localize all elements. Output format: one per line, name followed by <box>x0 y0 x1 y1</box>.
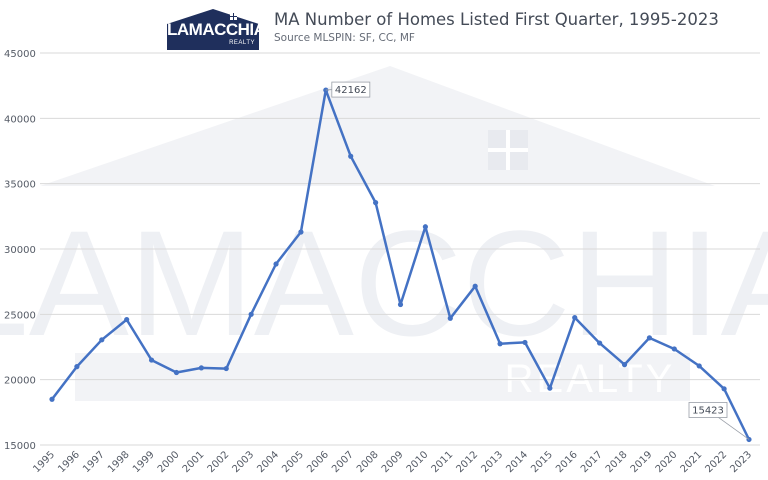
watermark: LAMACCHIA REALTY <box>0 66 768 401</box>
data-point <box>49 396 55 402</box>
data-labels: 42162 15423 <box>325 81 750 440</box>
y-tick-label: 25000 <box>4 310 36 321</box>
data-point <box>223 365 229 372</box>
x-tick-label: 2013 <box>479 449 505 475</box>
x-tick-label: 2000 <box>156 449 182 475</box>
x-tick-label: 2015 <box>529 449 555 475</box>
data-point <box>348 153 354 159</box>
x-tick-label: 2014 <box>504 449 530 475</box>
logo-subtext: REALTY <box>229 40 255 46</box>
x-tick-label: 2023 <box>728 449 754 475</box>
x-tick-label: 1997 <box>81 449 107 475</box>
x-tick-label: 2004 <box>255 449 281 475</box>
x-tick-label: 2021 <box>679 449 705 475</box>
data-point <box>447 315 453 321</box>
data-point <box>696 363 702 369</box>
y-tick-label: 15000 <box>4 441 36 452</box>
watermark-subtext: REALTY <box>505 357 676 401</box>
data-point <box>422 224 428 230</box>
x-tick-label: 1999 <box>131 449 157 475</box>
y-tick-label: 35000 <box>4 180 36 191</box>
data-point <box>621 362 628 368</box>
data-label: 42162 <box>335 85 367 96</box>
data-point <box>572 315 578 321</box>
x-tick-label: 2006 <box>305 449 331 475</box>
logo-text: LAMACCHIA <box>167 20 266 39</box>
x-tick-label: 2019 <box>629 449 655 475</box>
gridlines <box>40 52 760 446</box>
x-tick-label: 2016 <box>554 449 580 475</box>
x-tick-label: 2011 <box>430 449 456 475</box>
x-tick-label: 2008 <box>355 449 381 475</box>
data-point <box>497 341 503 347</box>
data-point <box>148 357 155 363</box>
x-tick-label: 2010 <box>405 449 431 475</box>
chart-subtitle: Source MLSPIN: SF, CC, MF <box>274 32 415 44</box>
x-tick-label: 2018 <box>604 449 630 475</box>
y-tick-label: 20000 <box>4 376 36 387</box>
y-tick-label: 30000 <box>4 245 36 256</box>
y-axis: 15000 20000 25000 30000 35000 40000 45000 <box>4 49 36 452</box>
logo-roof-icon <box>167 8 259 24</box>
data-point <box>472 283 478 289</box>
x-tick-label: 2020 <box>654 449 680 475</box>
x-tick-label: 2003 <box>230 449 256 475</box>
y-tick-label: 40000 <box>4 114 36 125</box>
chart-title: MA Number of Homes Listed First Quarter,… <box>274 10 719 29</box>
x-tick-label: 2005 <box>280 449 306 475</box>
data-label-callout: 42162 <box>325 81 371 98</box>
data-point <box>373 200 379 206</box>
x-tick-label: 2009 <box>380 449 406 475</box>
y-tick-label: 45000 <box>4 49 36 60</box>
data-label-callout: 15423 <box>688 402 750 440</box>
data-label: 15423 <box>692 405 724 416</box>
x-tick-label: 1995 <box>31 449 57 475</box>
data-point <box>173 369 180 376</box>
data-point <box>671 346 677 352</box>
data-point <box>198 365 204 371</box>
x-tick-label: 2017 <box>579 449 605 475</box>
data-point <box>248 311 254 317</box>
data-point <box>721 386 727 392</box>
data-point <box>298 229 304 235</box>
data-point <box>397 301 404 308</box>
x-tick-label: 2001 <box>181 449 207 475</box>
data-point <box>597 340 603 346</box>
data-point <box>522 339 528 346</box>
watermark-text: LAMACCHIA <box>0 199 768 367</box>
x-axis: 1995 1996 1997 1998 1999 2000 2001 2002 2003 2004… <box>31 449 754 475</box>
data-point <box>273 261 279 267</box>
lamacchia-logo: LAMACCHIA REALTY <box>167 8 266 50</box>
data-point <box>646 335 653 341</box>
x-tick-label: 2002 <box>206 449 232 475</box>
data-point <box>74 364 80 370</box>
x-tick-label: 1996 <box>56 449 82 475</box>
x-tick-label: 2007 <box>330 449 356 475</box>
data-point <box>124 316 130 323</box>
x-tick-label: 1998 <box>106 449 132 475</box>
data-point <box>99 337 105 343</box>
x-tick-label: 2022 <box>703 449 729 475</box>
x-tick-label: 2012 <box>455 449 481 475</box>
data-point <box>547 385 553 391</box>
